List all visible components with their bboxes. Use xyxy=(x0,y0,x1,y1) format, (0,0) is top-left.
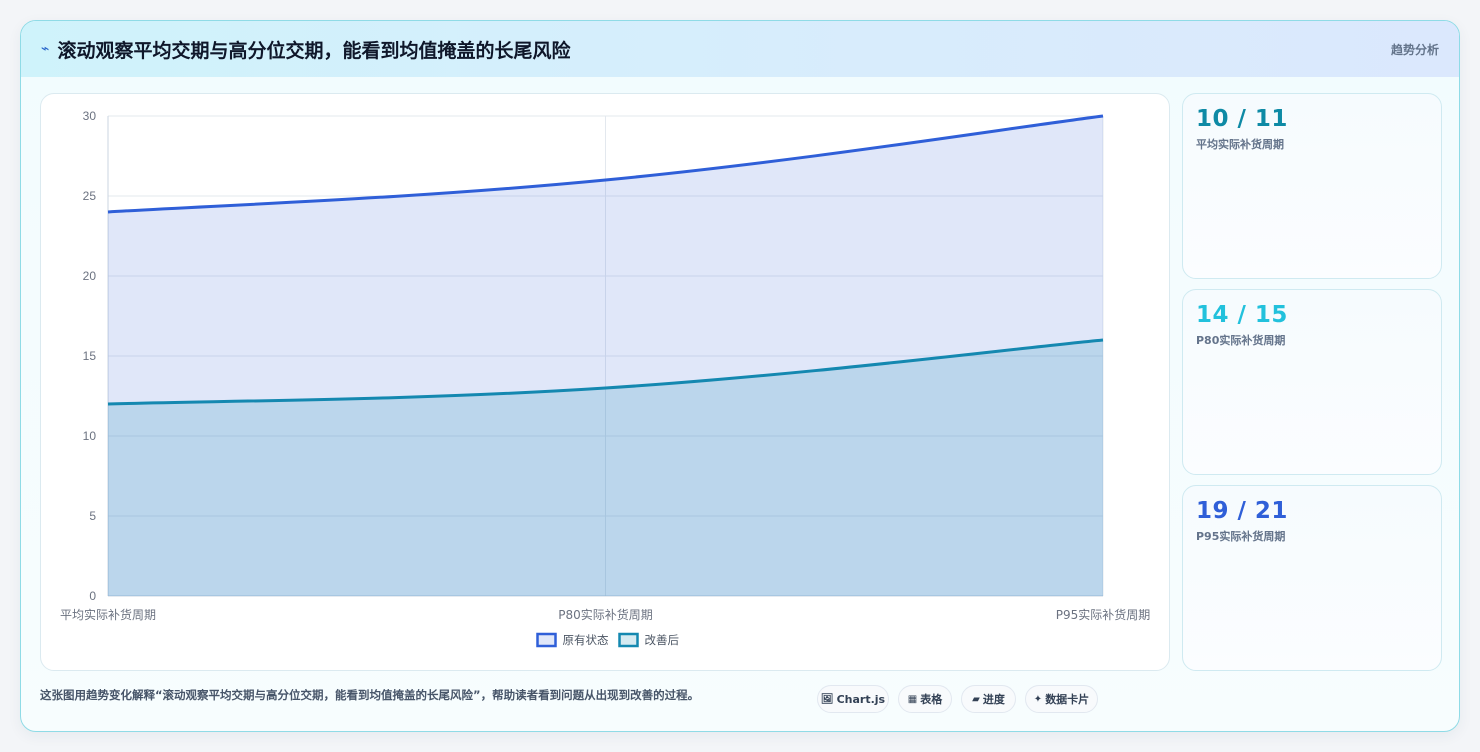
area-chart: 0 5 10 15 20 25 30 平均实际补货周期 P80实际补货周期 P95实际补货周期原有… xyxy=(60,109,1151,648)
card-header: ⌁ 滚动观察平均交期与高分位交期，能看到均值掩盖的长尾风险 趋势分析 xyxy=(21,21,1459,77)
category-tag: 趋势分析 xyxy=(1390,42,1439,57)
chip-progress[interactable]: ▰ 进度 xyxy=(961,685,1016,713)
trend-card: ⌁ 滚动观察平均交期与高分位交期，能看到均值掩盖的长尾风险 趋势分析 0 5 10 1… xyxy=(20,20,1460,732)
y-tick-label: 15 xyxy=(83,349,97,363)
y-tick-label: 20 xyxy=(83,269,97,283)
series-area xyxy=(108,116,1103,596)
progress-icon: ▰ xyxy=(972,693,980,705)
table-icon: ▦ xyxy=(907,693,918,705)
y-tick-label: 30 xyxy=(83,109,97,123)
stat-value: 14 / 15 xyxy=(1196,302,1288,328)
chip-label: Chart.js xyxy=(836,692,886,706)
stat-label: P95实际补货周期 xyxy=(1196,530,1286,543)
y-tick-label: 0 xyxy=(89,589,96,603)
legend-label: 改善后 xyxy=(645,633,680,647)
series-line xyxy=(107,338,1104,406)
stat-value: 10 / 11 xyxy=(1196,106,1288,132)
stat-card-p95: 19 / 21 P95实际补货周期 xyxy=(1182,485,1442,671)
legend-swatch xyxy=(536,632,557,648)
chip-data-card[interactable]: ✦ 数据卡片 xyxy=(1025,685,1098,713)
y-tick-label: 10 xyxy=(83,429,97,443)
sparkle-icon: ⌁ xyxy=(41,41,50,57)
series-line xyxy=(107,114,1104,214)
stat-label: P80实际补货周期 xyxy=(1196,334,1286,347)
x-tick-label: 平均实际补货周期 xyxy=(60,607,156,622)
chip-label: 数据卡片 xyxy=(1045,693,1090,706)
chip-label: 进度 xyxy=(982,693,1005,706)
chart-panel: 0 5 10 15 20 25 30 平均实际补货周期 P80实际补货周期 P95实际补货周期原有… xyxy=(40,93,1170,671)
series-area xyxy=(108,340,1103,596)
x-tick-label: P95实际补货周期 xyxy=(1056,607,1151,622)
stat-value: 19 / 21 xyxy=(1196,498,1288,524)
stat-card-p80: 14 / 15 P80实际补货周期 xyxy=(1182,289,1442,475)
x-tick-label: P80实际补货周期 xyxy=(558,607,653,622)
chip-label: 表格 xyxy=(920,693,943,706)
stat-label: 平均实际补货周期 xyxy=(1196,138,1284,151)
legend-label: 原有状态 xyxy=(563,633,609,647)
chart-description: 这张图用趋势变化解释“滚动观察平均交期与高分位交期，能看到均值掩盖的长尾风险”，… xyxy=(40,688,700,702)
chip-table[interactable]: ▦ 表格 xyxy=(898,685,952,713)
legend-swatch xyxy=(618,632,639,648)
chip-chartjs[interactable]: 🖼 Chart.js xyxy=(817,685,889,713)
card-title: 滚动观察平均交期与高分位交期，能看到均值掩盖的长尾风险 xyxy=(57,39,571,62)
star-icon: ✦ xyxy=(1033,693,1043,705)
y-tick-label: 25 xyxy=(83,189,97,203)
stat-card-mean: 10 / 11 平均实际补货周期 xyxy=(1182,93,1442,279)
image-icon: 🖼 xyxy=(820,693,834,705)
y-tick-label: 5 xyxy=(89,509,96,523)
